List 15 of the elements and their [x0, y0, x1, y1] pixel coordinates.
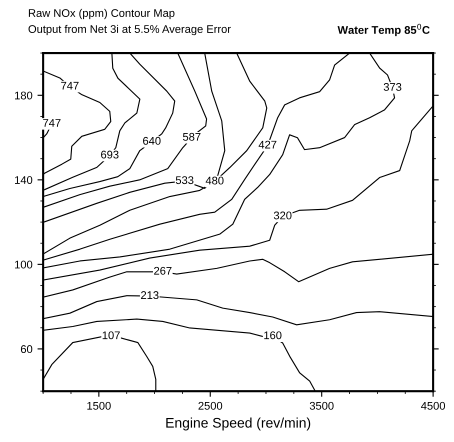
x-tick-label: 4500: [421, 402, 446, 410]
chart-subtitle: Output from Net 3i at 5.5% Average Error: [28, 24, 231, 36]
x-tick-label: 2500: [198, 402, 222, 410]
x-tick-label: 3500: [310, 402, 334, 410]
text: Water Temp 85$^{0}$C: [338, 24, 430, 36]
annotation: 427: [258, 140, 276, 148]
x-axis-title: Engine Speed (rev/min): [166, 418, 310, 430]
annotation: 373: [384, 83, 402, 91]
x-tick-label: 1500: [87, 402, 111, 410]
chart-title: Raw NOx (ppm) Contour Map: [28, 8, 174, 20]
y-tick-label: 180: [15, 92, 32, 100]
y-tick-label: 60: [20, 345, 32, 354]
annotation: 107: [102, 331, 120, 340]
y-tick-label: 140: [15, 176, 32, 184]
y-tick-label: 100: [15, 260, 32, 269]
